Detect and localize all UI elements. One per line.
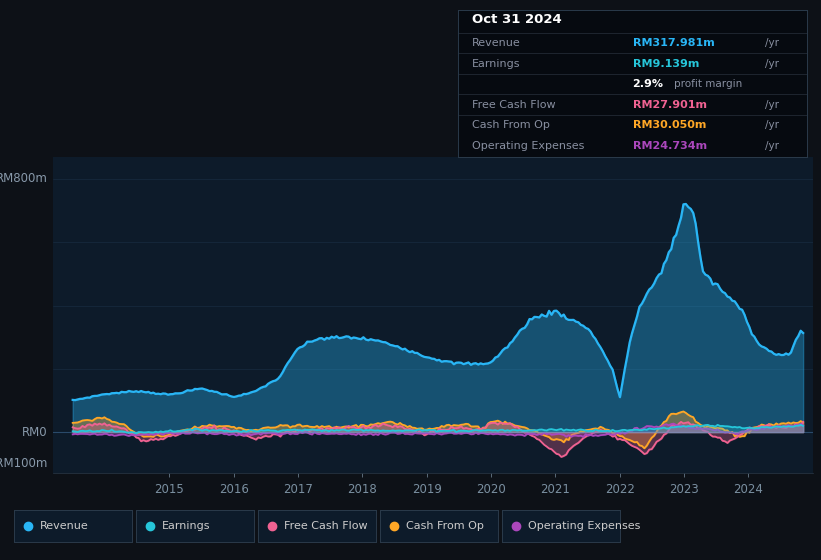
Text: RM0: RM0 (21, 426, 48, 438)
Text: Earnings: Earnings (472, 59, 521, 69)
Text: Oct 31 2024: Oct 31 2024 (472, 13, 562, 26)
Text: Cash From Op: Cash From Op (406, 521, 484, 531)
Text: RM24.734m: RM24.734m (633, 141, 707, 151)
Text: /yr: /yr (765, 38, 779, 48)
Text: Earnings: Earnings (162, 521, 210, 531)
Text: Free Cash Flow: Free Cash Flow (472, 100, 556, 110)
Text: Revenue: Revenue (40, 521, 89, 531)
Text: 2.9%: 2.9% (633, 79, 663, 89)
Text: Operating Expenses: Operating Expenses (472, 141, 585, 151)
Text: profit margin: profit margin (675, 79, 743, 89)
Text: /yr: /yr (765, 120, 779, 130)
Text: RM9.139m: RM9.139m (633, 59, 699, 69)
Text: Free Cash Flow: Free Cash Flow (284, 521, 368, 531)
Text: Revenue: Revenue (472, 38, 521, 48)
Text: /yr: /yr (765, 141, 779, 151)
Text: -RM100m: -RM100m (0, 457, 48, 470)
Text: Cash From Op: Cash From Op (472, 120, 550, 130)
Text: RM30.050m: RM30.050m (633, 120, 706, 130)
Text: RM317.981m: RM317.981m (633, 38, 714, 48)
Text: RM27.901m: RM27.901m (633, 100, 707, 110)
Text: RM800m: RM800m (0, 172, 48, 185)
Text: /yr: /yr (765, 59, 779, 69)
Text: Operating Expenses: Operating Expenses (528, 521, 640, 531)
Text: /yr: /yr (765, 100, 779, 110)
